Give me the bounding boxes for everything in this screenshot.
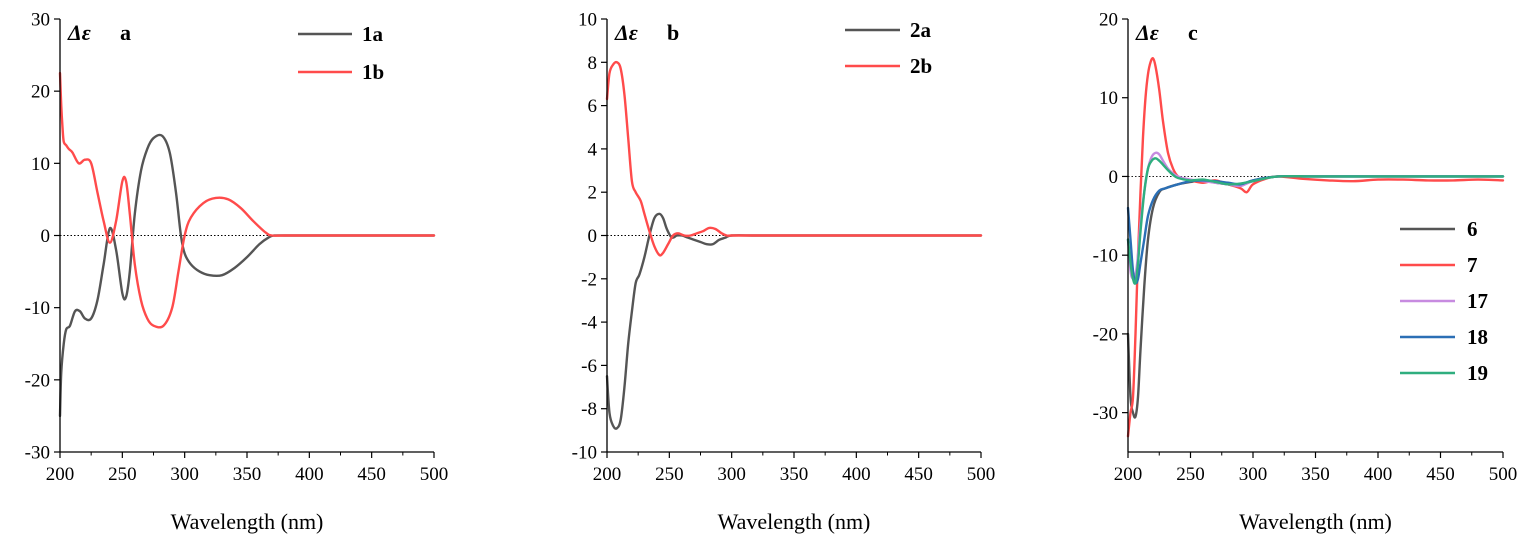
y-tick-label: 10 [31, 154, 50, 175]
y-tick-label: -10 [1093, 246, 1118, 267]
legend-label-1b: 1b [362, 60, 384, 84]
y-tick-label: 10 [1099, 88, 1118, 109]
x-tick-label: 400 [1364, 464, 1393, 485]
x-tick-label: 350 [233, 464, 262, 485]
y-tick-label: -8 [581, 399, 597, 420]
panel-letter: a [120, 20, 131, 45]
panel-c: -30 -20 -10 0 10 20 200 250 300 350 400 450 500 Wavel… [1093, 10, 1518, 535]
panel-b: -10 -8 -6 -4 -2 0 2 4 6 8 10 200 250 300 350 400 450 500 W… [572, 10, 996, 535]
y-tick-label: -20 [25, 370, 50, 391]
x-tick-label: 400 [842, 464, 871, 485]
y-tick-label: -30 [1093, 403, 1118, 424]
legend-label-6: 6 [1467, 217, 1478, 241]
x-tick-label: 400 [295, 464, 324, 485]
y-tick-label: -2 [581, 269, 597, 290]
y-axis-label: Δε [67, 20, 91, 45]
series-line-19 [1126, 157, 1505, 285]
series-line-1b [58, 71, 436, 329]
x-tick-label: 250 [655, 464, 684, 485]
y-tick-label: 0 [1109, 167, 1119, 188]
y-tick-label: -20 [1093, 324, 1118, 345]
x-tick-label: 450 [357, 464, 386, 485]
x-tick-label: 450 [904, 464, 933, 485]
series-line-2a [605, 212, 983, 430]
y-tick-label: 8 [588, 53, 598, 74]
x-tick-label: 300 [717, 464, 746, 485]
x-tick-label: 300 [1239, 464, 1268, 485]
y-tick-label: 2 [588, 183, 598, 204]
x-axis-title: Wavelength (nm) [718, 509, 871, 534]
x-tick-label: 500 [967, 464, 996, 485]
y-tick-label: -10 [25, 298, 50, 319]
y-tick-label: -30 [25, 443, 50, 464]
y-tick-label: 4 [588, 139, 598, 160]
x-tick-label: 250 [108, 464, 137, 485]
y-tick-label: -4 [581, 313, 597, 334]
y-tick-label: 0 [41, 226, 51, 247]
x-tick-label: 450 [1426, 464, 1455, 485]
legend-label-7: 7 [1467, 253, 1478, 277]
y-tick-label: 6 [588, 96, 598, 117]
x-tick-label: 500 [1489, 464, 1518, 485]
y-tick-label: 20 [31, 82, 50, 103]
y-tick-label: 10 [578, 10, 597, 31]
y-tick-label: -6 [581, 356, 597, 377]
legend-label-17: 17 [1467, 289, 1488, 313]
legend-label-2b: 2b [910, 54, 932, 78]
panel-letter: b [667, 20, 679, 45]
x-tick-label: 200 [1114, 464, 1143, 485]
x-axis-title: Wavelength (nm) [1239, 509, 1392, 534]
y-axis-label: Δε [614, 20, 638, 45]
series-line-17 [1126, 151, 1505, 281]
series-line-2b [605, 60, 983, 257]
y-tick-label: 30 [31, 10, 50, 31]
x-tick-label: 300 [170, 464, 199, 485]
series-line-7 [1126, 57, 1505, 438]
y-axis-label: Δε [1135, 20, 1159, 45]
x-axis-title: Wavelength (nm) [171, 509, 324, 534]
legend-label-19: 19 [1467, 361, 1488, 385]
series-line-1a [58, 133, 436, 418]
panel-a: -30 -20 -10 0 10 20 30 200 250 300 350 400 450 500 Wav… [25, 10, 449, 535]
y-tick-label: 0 [588, 226, 598, 247]
y-tick-label: -10 [572, 443, 597, 464]
legend-label-18: 18 [1467, 325, 1488, 349]
x-tick-label: 350 [1301, 464, 1330, 485]
y-tick-label: 20 [1099, 10, 1118, 31]
x-tick-label: 350 [780, 464, 809, 485]
legend-label-1a: 1a [362, 22, 384, 46]
x-tick-label: 250 [1176, 464, 1205, 485]
series-line-6 [1126, 174, 1505, 419]
x-tick-label: 200 [593, 464, 622, 485]
panel-letter: c [1188, 20, 1198, 45]
x-tick-label: 200 [46, 464, 75, 485]
x-tick-label: 500 [420, 464, 449, 485]
legend-label-2a: 2a [910, 18, 932, 42]
